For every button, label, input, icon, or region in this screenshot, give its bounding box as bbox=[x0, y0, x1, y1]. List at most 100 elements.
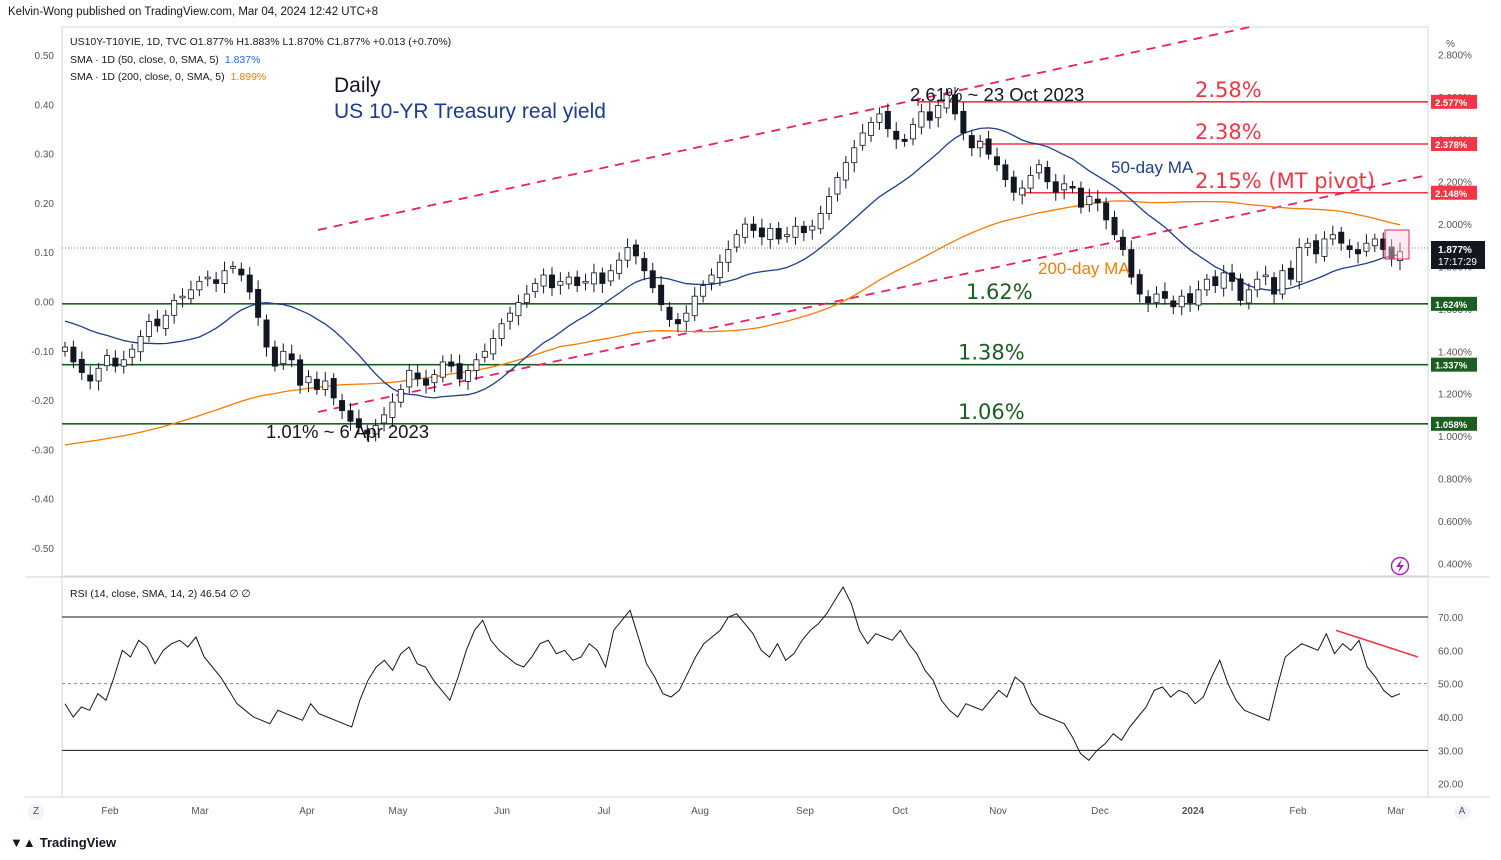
time-axis-tick: May bbox=[389, 806, 408, 817]
tradingview-logo-text: TradingView bbox=[39, 835, 117, 850]
left-axis-tick: 0.10 bbox=[35, 248, 55, 259]
level-label: 1.06% bbox=[958, 400, 1025, 424]
candle-body bbox=[263, 319, 270, 348]
candle-body bbox=[414, 372, 421, 380]
legend-sma200[interactable]: SMA · 1D (200, close, 0, SMA, 5) 1.899% bbox=[70, 71, 266, 83]
level-tag: 1.624% bbox=[1435, 300, 1468, 311]
candle-body bbox=[1178, 295, 1185, 308]
last-bars-highlight-box bbox=[1384, 229, 1410, 260]
rsi-line bbox=[64, 585, 1401, 762]
left-axis-tick: -0.30 bbox=[31, 445, 54, 456]
tradingview-logo[interactable]: ▼▲ TradingView bbox=[10, 835, 116, 850]
candle-body bbox=[624, 247, 631, 261]
candle-body bbox=[506, 312, 513, 322]
candle-body bbox=[297, 359, 304, 386]
level-tag-bg bbox=[1431, 94, 1477, 109]
candle-body bbox=[607, 270, 614, 282]
candle-body bbox=[960, 110, 967, 134]
candle-body bbox=[893, 130, 900, 140]
legend-sma50[interactable]: SMA · 1D (50, close, 0, SMA, 5) 1.837% bbox=[70, 54, 260, 66]
time-axis-tick: Mar bbox=[191, 806, 209, 817]
legend-rsi[interactable]: RSI (14, close, SMA, 14, 2) 46.54 ∅ ∅ bbox=[70, 588, 251, 600]
candle-body bbox=[1086, 196, 1093, 206]
level-label: 1.62% bbox=[966, 280, 1033, 304]
right-axis-unit[interactable]: % bbox=[1446, 39, 1455, 50]
candle-body bbox=[557, 280, 564, 286]
time-axis-tick: Aug bbox=[691, 806, 709, 817]
candle-body bbox=[154, 318, 161, 327]
candle-body bbox=[129, 348, 136, 358]
candle-body bbox=[187, 289, 194, 300]
candle-body bbox=[1103, 202, 1110, 221]
candle-body bbox=[1035, 164, 1042, 174]
candle-body bbox=[229, 266, 236, 269]
candle-body bbox=[1010, 176, 1017, 193]
candle-body bbox=[683, 312, 690, 322]
candle-body bbox=[716, 261, 723, 278]
candle-body bbox=[162, 314, 169, 329]
candle-body bbox=[943, 94, 950, 109]
candle-body bbox=[137, 336, 144, 353]
candle-body bbox=[1220, 272, 1227, 289]
candle-body bbox=[1355, 249, 1362, 255]
candle-body bbox=[910, 124, 917, 140]
rsi-axis-tick: 30.00 bbox=[1438, 746, 1463, 757]
candle-body bbox=[204, 276, 211, 280]
candle-body bbox=[649, 270, 656, 289]
right-axis-tick: 1.400% bbox=[1438, 347, 1472, 358]
right-axis-tick: 0.800% bbox=[1438, 474, 1472, 485]
legend-symbol-line[interactable]: US10Y-T10YIE, 1D, TVC O1.877% H1.883% L1… bbox=[70, 36, 451, 48]
level-tag-bg bbox=[1431, 357, 1477, 372]
candle-body bbox=[1338, 231, 1345, 244]
candle-body bbox=[213, 279, 220, 284]
candle-body bbox=[397, 389, 404, 403]
candle-body bbox=[1271, 277, 1278, 295]
left-axis-tick: 0.30 bbox=[35, 150, 55, 161]
candle-body bbox=[355, 418, 362, 429]
legend-sma200-label: SMA · 1D (200, close, 0, SMA, 5) bbox=[70, 71, 225, 83]
candle-body bbox=[809, 225, 816, 231]
candle-body bbox=[1128, 249, 1135, 278]
candle-body bbox=[859, 132, 866, 146]
candle-body bbox=[372, 425, 379, 435]
left-axis-tick: -0.50 bbox=[31, 544, 54, 555]
candle-body bbox=[1052, 181, 1059, 193]
level-tag: 2.378% bbox=[1435, 140, 1468, 151]
candle-body bbox=[1296, 247, 1303, 283]
right-axis-tick: 0.400% bbox=[1438, 559, 1472, 570]
level-tag: 2.148% bbox=[1435, 189, 1468, 200]
candle-body bbox=[758, 227, 765, 238]
candle-body bbox=[1287, 267, 1294, 280]
candle-body bbox=[1044, 166, 1051, 183]
candle-body bbox=[993, 156, 1000, 166]
left-axis-tick: -0.10 bbox=[31, 347, 54, 358]
chart-title-main: US 10-YR Treasury real yield bbox=[334, 100, 606, 123]
candle-body bbox=[1145, 296, 1152, 303]
candle-body bbox=[548, 274, 555, 289]
candle-body bbox=[1279, 270, 1286, 295]
level-tag-bg bbox=[1431, 416, 1477, 431]
channel-upper-line bbox=[317, 26, 1251, 231]
candle-body bbox=[62, 346, 69, 352]
rsi-pane-border bbox=[61, 576, 1429, 798]
left-axis-tick: 0.40 bbox=[35, 100, 55, 111]
candle-body bbox=[406, 369, 413, 388]
right-axis-tick: 1.000% bbox=[1438, 432, 1472, 443]
timezone-toggle-button[interactable]: Z bbox=[28, 804, 44, 820]
candle-body bbox=[926, 111, 933, 121]
auto-scale-button[interactable]: A bbox=[1454, 804, 1470, 820]
candle-body bbox=[1212, 276, 1219, 287]
candle-body bbox=[1195, 289, 1202, 306]
candle-body bbox=[884, 110, 891, 130]
annotation-ma50: 50-day MA bbox=[1111, 158, 1194, 177]
alert-flash-icon[interactable] bbox=[1390, 556, 1410, 576]
candle-body bbox=[255, 289, 262, 318]
candle-body bbox=[532, 283, 539, 292]
right-axis-tick: 2.200% bbox=[1438, 178, 1472, 189]
time-axis-tick: Nov bbox=[989, 806, 1007, 817]
time-axis-tick: Feb bbox=[1289, 806, 1307, 817]
candle-body bbox=[918, 111, 925, 128]
candle-body bbox=[1229, 272, 1236, 282]
candle-body bbox=[666, 306, 673, 320]
